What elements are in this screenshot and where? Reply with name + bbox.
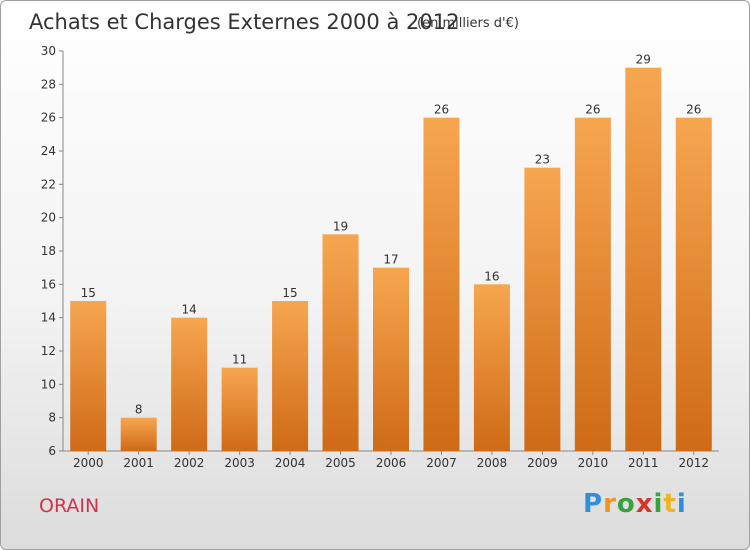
chart-title: Achats et Charges Externes 2000 à 2012 bbox=[29, 10, 459, 34]
bar bbox=[473, 284, 510, 451]
logo-letter: i bbox=[653, 489, 664, 519]
logo-letter: o bbox=[616, 489, 636, 519]
y-tick-label: 24 bbox=[41, 144, 56, 158]
x-tick-label: 2011 bbox=[628, 456, 659, 470]
proxiti-logo: Proxiti bbox=[583, 489, 687, 519]
chart-subtitle: (en milliers d'€) bbox=[417, 16, 519, 31]
bar-value-label: 11 bbox=[232, 353, 247, 367]
bar-value-label: 26 bbox=[585, 103, 600, 117]
bar bbox=[423, 117, 460, 452]
bar bbox=[171, 317, 208, 451]
bar-value-label: 16 bbox=[484, 269, 499, 283]
bar bbox=[675, 117, 712, 452]
bar bbox=[625, 67, 662, 452]
x-tick-label: 2002 bbox=[174, 456, 205, 470]
bar bbox=[373, 267, 409, 451]
x-tick-label: 2001 bbox=[123, 456, 154, 470]
y-tick-label: 22 bbox=[41, 177, 56, 191]
x-tick-label: 2000 bbox=[73, 456, 104, 470]
logo-letter: r bbox=[603, 489, 617, 519]
bar-value-label: 29 bbox=[636, 53, 651, 67]
x-tick-label: 2009 bbox=[527, 456, 558, 470]
bar-value-label: 15 bbox=[282, 286, 297, 300]
bar-value-label: 19 bbox=[333, 219, 348, 233]
y-tick-label: 12 bbox=[41, 344, 56, 358]
plot-area: 6 8 10 12 14 16 18 20 22 24 26 28 30 15 2000 8 2001 14 200… bbox=[41, 44, 719, 470]
y-tick-label: 18 bbox=[41, 244, 56, 258]
bar bbox=[120, 417, 157, 451]
x-tick-label: 2008 bbox=[477, 456, 508, 470]
logo-letter: i bbox=[676, 489, 687, 519]
bar bbox=[70, 301, 107, 451]
x-tick-label: 2006 bbox=[376, 456, 407, 470]
y-tick-label: 20 bbox=[41, 211, 56, 225]
bar-value-label: 8 bbox=[135, 403, 143, 417]
x-tick-label: 2005 bbox=[325, 456, 356, 470]
bar bbox=[524, 167, 561, 451]
y-tick-label: 28 bbox=[41, 77, 56, 91]
commune-name: ORAIN bbox=[39, 495, 100, 517]
logo-letter: P bbox=[583, 489, 604, 519]
y-tick-label: 10 bbox=[41, 377, 56, 391]
y-tick-label: 8 bbox=[48, 411, 56, 425]
bar-value-label: 14 bbox=[182, 303, 197, 317]
bar-value-label: 26 bbox=[434, 103, 449, 117]
y-tick-label: 26 bbox=[41, 111, 56, 125]
bar bbox=[272, 301, 309, 451]
bar bbox=[221, 367, 258, 451]
x-tick-label: 2004 bbox=[275, 456, 306, 470]
bar-value-label: 17 bbox=[383, 253, 398, 267]
bar-value-label: 26 bbox=[686, 103, 701, 117]
y-tick-label: 16 bbox=[41, 277, 56, 291]
bar-value-label: 23 bbox=[535, 153, 550, 167]
x-tick-label: 2012 bbox=[678, 456, 709, 470]
bar bbox=[322, 234, 359, 451]
x-tick-label: 2010 bbox=[578, 456, 609, 470]
y-tick-label: 6 bbox=[48, 444, 56, 458]
y-tick-label: 14 bbox=[41, 311, 56, 325]
logo-letter: t bbox=[663, 489, 677, 519]
x-tick-label: 2007 bbox=[426, 456, 457, 470]
logo-letter: x bbox=[635, 489, 654, 519]
y-tick-label: 30 bbox=[41, 44, 56, 58]
x-tick-label: 2003 bbox=[224, 456, 255, 470]
bar bbox=[574, 117, 611, 452]
bar-value-label: 15 bbox=[81, 286, 96, 300]
